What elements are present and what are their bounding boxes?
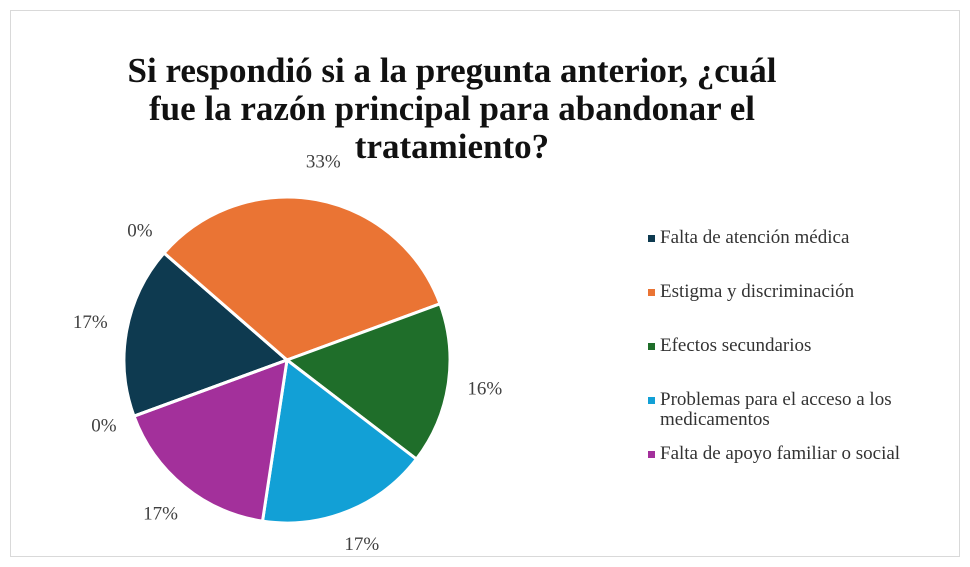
legend-item: Falta de atención médica (648, 228, 968, 248)
legend-item: Falta de apoyo familiar o social (648, 444, 968, 464)
legend-swatch (648, 235, 655, 242)
data-label: 33% (306, 152, 341, 173)
data-label: 17% (73, 312, 108, 333)
pie-slice (260, 357, 419, 525)
legend-label: Falta de apoyo familiar o social (660, 443, 901, 464)
legend-swatch (648, 289, 655, 296)
pie-slice (122, 250, 290, 419)
legend-swatch (648, 397, 655, 404)
legend-item: Problemas para el acceso a los medicamen… (648, 390, 968, 430)
legend-item: Estigma y discriminación (648, 282, 968, 302)
pie-slice (132, 357, 289, 523)
chart-title: Si respondió si a la pregunta anterior, … (127, 51, 777, 166)
legend-label: Problemas para el acceso a los medicamen… (660, 389, 892, 430)
pie-slice (283, 301, 452, 462)
data-label: 0% (91, 416, 117, 437)
data-label: 0% (127, 220, 153, 241)
legend-swatch (648, 451, 655, 458)
legend-label: Efectos secundarios (660, 335, 812, 356)
chart-frame (10, 10, 960, 557)
data-label: 17% (143, 503, 178, 524)
legend-label: Falta de atención médica (660, 227, 850, 248)
legend-item: Efectos secundarios (648, 336, 968, 356)
data-label: 17% (344, 534, 379, 555)
data-label: 16% (467, 378, 502, 399)
legend-swatch (648, 343, 655, 350)
legend: Falta de atención médica Estigma y discri… (648, 228, 968, 498)
pie-slice (161, 195, 442, 362)
legend-label: Estigma y discriminación (660, 281, 855, 302)
